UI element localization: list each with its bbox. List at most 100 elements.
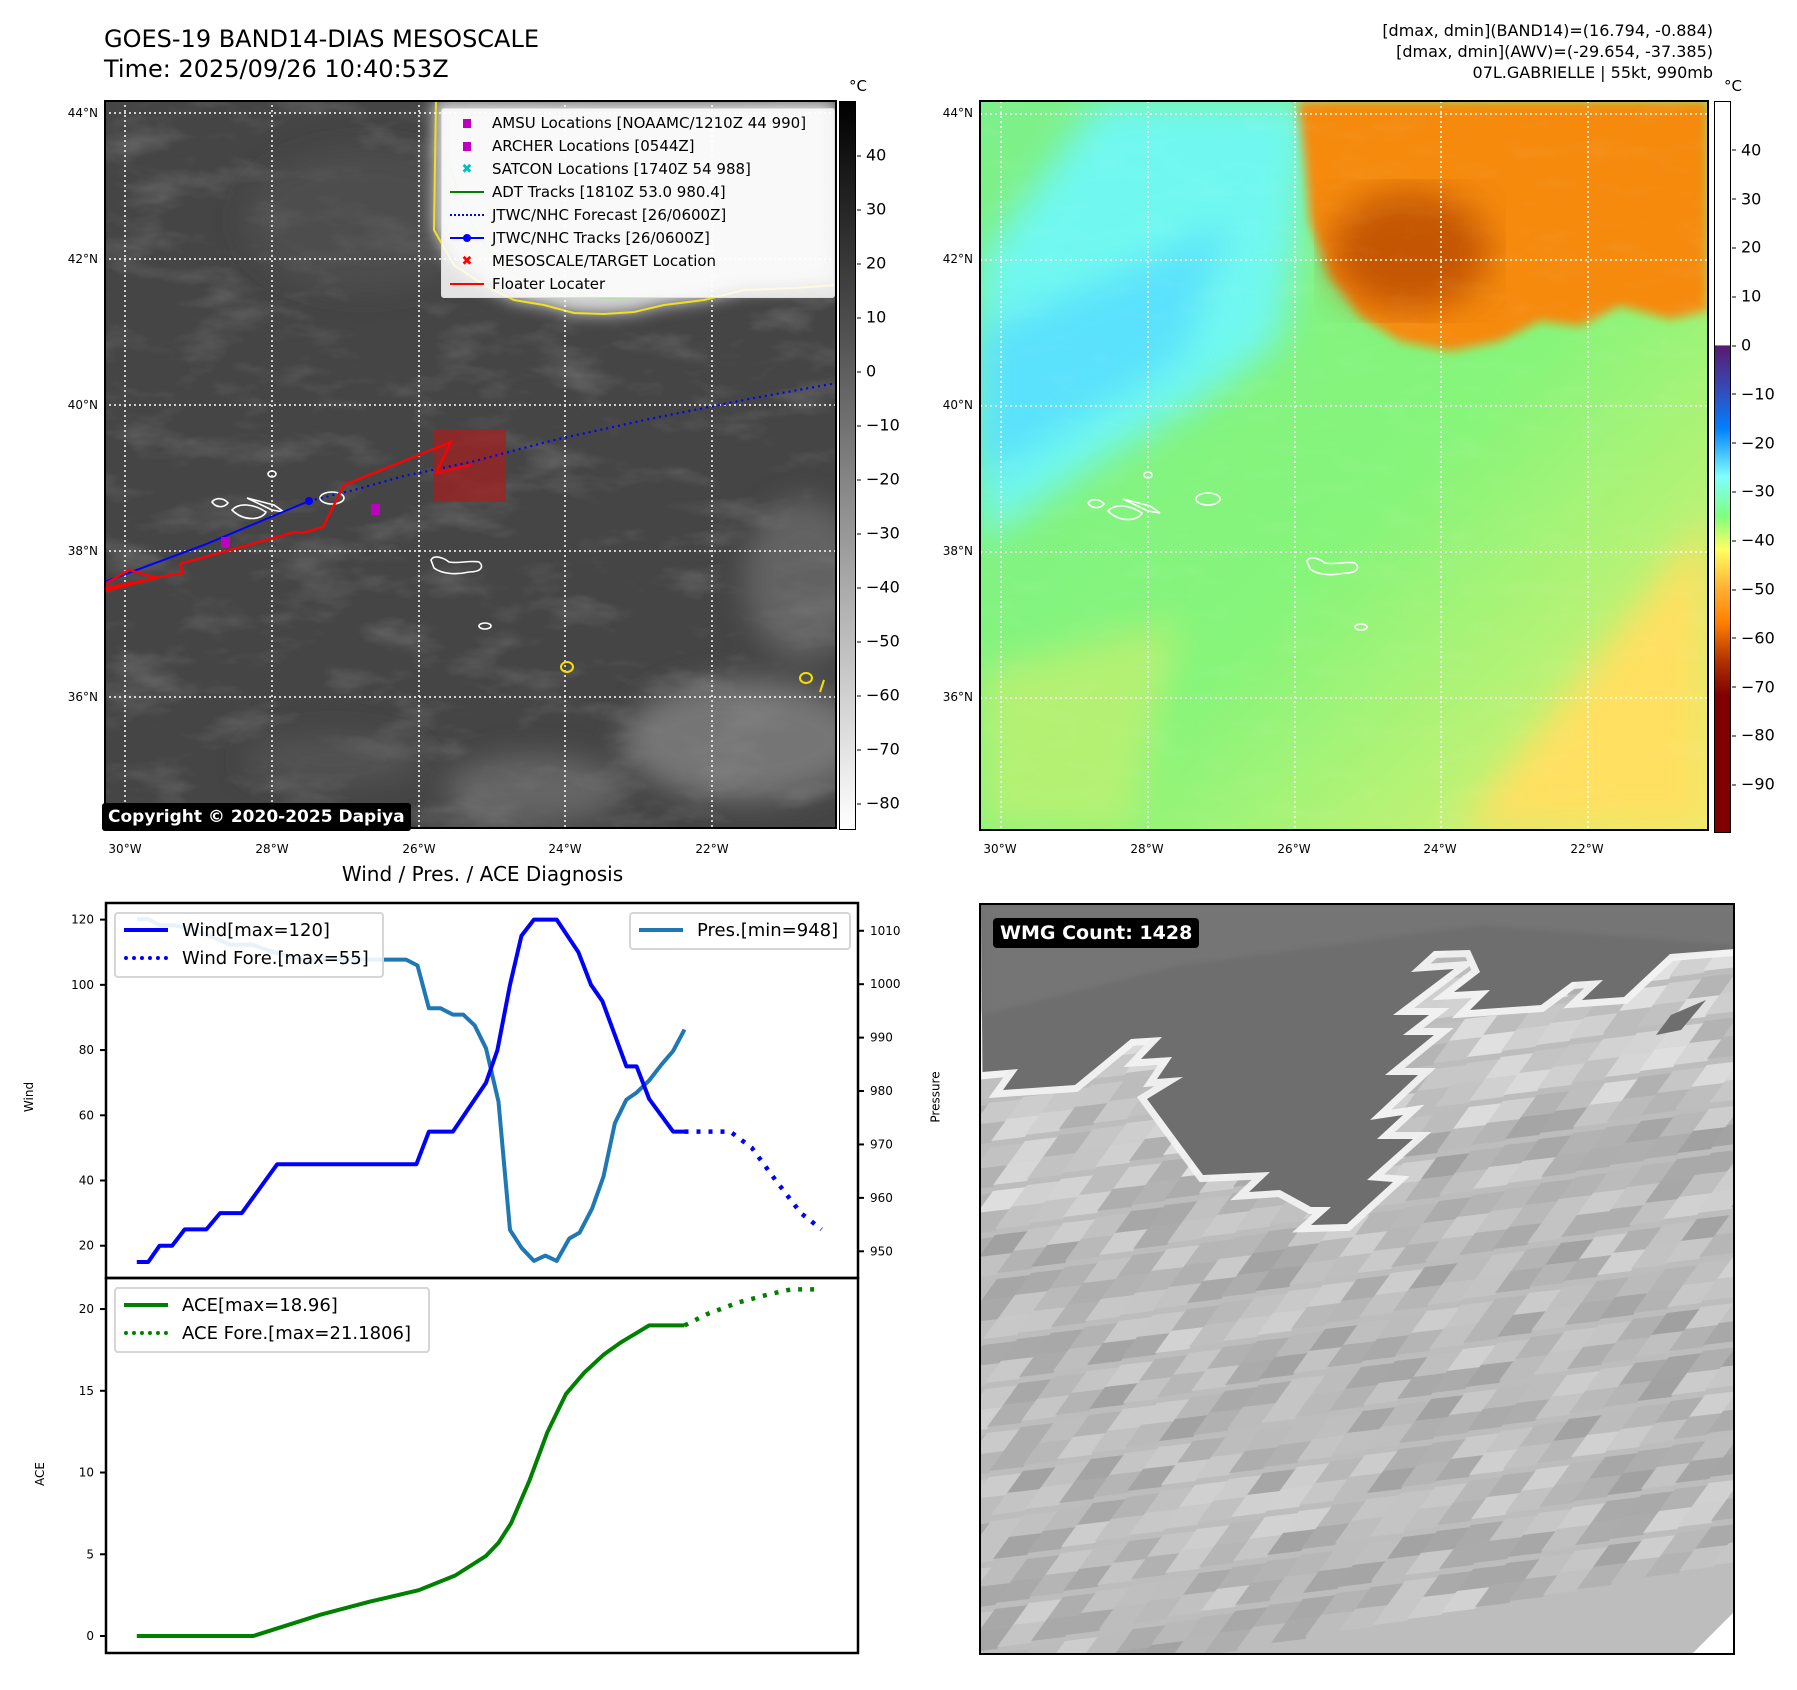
wmg-cell: [1591, 1123, 1641, 1149]
wmg-cell: [1129, 1509, 1179, 1535]
wmg-cell: [1097, 1559, 1147, 1585]
wmg-cell: [1627, 1535, 1677, 1561]
wmg-cell: [1565, 1299, 1615, 1325]
wmg-cell: [1183, 1195, 1233, 1221]
wmg-cell: [1053, 1345, 1103, 1371]
wmg-cell: [1227, 1403, 1277, 1429]
wmg-cell: [1117, 1625, 1167, 1651]
wmg-cell: [1019, 1351, 1069, 1377]
figure-title: GOES-19 BAND14-DIAS MESOSCALE: [104, 25, 540, 53]
wmg-cell: [1385, 1489, 1435, 1515]
wmg-cell: [1695, 1150, 1733, 1175]
wmg-cell: [1159, 1415, 1209, 1441]
wmg-cell: [1635, 1331, 1685, 1357]
wmg-cell: [1121, 1333, 1171, 1359]
wmg-cell: [1021, 1395, 1071, 1421]
wmg-cell: [1111, 1119, 1161, 1145]
wmg-cell: [1077, 1499, 1127, 1525]
wmg-cell: [1379, 1357, 1429, 1383]
wmg-cell: [1619, 1359, 1669, 1385]
wmg-cell: [1031, 1615, 1081, 1641]
wmg-cell: [1351, 1495, 1401, 1521]
wmg-cell: [1297, 1435, 1347, 1461]
wmg-cell: [1397, 1373, 1447, 1399]
wmg-cell: [1101, 1273, 1151, 1299]
wmg-cell: [981, 1539, 1009, 1563]
wmg-cell: [1415, 1395, 1465, 1421]
wmg-cell: [1375, 1269, 1425, 1295]
wmg-cell: [1315, 1457, 1365, 1483]
wmg-cell: [1027, 1153, 1077, 1179]
wmg-cell: [1025, 1109, 1075, 1135]
wmg-cell: [1365, 1423, 1415, 1449]
wmg-cell: [1627, 1161, 1677, 1187]
wmg-cell: [981, 1385, 1019, 1410]
wmg-cell: [1039, 1417, 1089, 1443]
awv-texture: [981, 102, 1707, 829]
legend-label: Floater Locater: [492, 275, 606, 293]
wmg-cell: [1517, 1377, 1567, 1403]
wmg-cell: [1727, 1116, 1733, 1125]
wmg-cell: [1209, 1387, 1259, 1413]
wmg-cell: [1445, 1301, 1495, 1327]
wmg-cell: [1247, 1469, 1297, 1495]
wmg-cell: [1667, 1281, 1717, 1307]
wmg-cell: [1093, 1471, 1143, 1497]
wmg-cell: [1359, 1291, 1409, 1317]
wmg-cell: [1553, 1041, 1603, 1067]
wmg-cell: [1367, 1467, 1417, 1493]
wmg-cell: [1517, 1003, 1567, 1029]
archer-location-marker: [221, 537, 230, 548]
wmg-cell: [981, 1473, 1023, 1499]
legend-label: ACE[max=18.96]: [182, 1294, 338, 1316]
wmg-cell: [1319, 1545, 1369, 1571]
wmg-cell: [1477, 1251, 1527, 1277]
wmg-cell: [1327, 1341, 1377, 1367]
wmg-cell: [1509, 1575, 1559, 1601]
wmg-cell: [1065, 1609, 1115, 1635]
wmg-cell: [1063, 1565, 1113, 1591]
ir-cloud-patches: [244, 150, 835, 825]
wmg-cell: [1204, 1629, 1253, 1653]
wmg-cell: [1075, 1455, 1125, 1481]
wmg-cell: [1661, 1155, 1711, 1181]
wmg-cell: [981, 1077, 1005, 1100]
wmg-cell: [1699, 1232, 1733, 1257]
wmg-cell: [1487, 1471, 1537, 1497]
wmg-cell: [1203, 1255, 1253, 1281]
wmg-cell: [1483, 1383, 1533, 1409]
wmg-cell: [1205, 1299, 1255, 1325]
wmg-cell: [1245, 1425, 1295, 1451]
floater-locater-arrow: [106, 568, 158, 590]
wmg-cell: [1305, 1237, 1355, 1263]
wmg-cell: [1729, 1163, 1733, 1169]
wmg-cell: [1725, 1070, 1733, 1081]
ir-colorbar-tick: −60: [857, 685, 900, 705]
wmg-cell: [1145, 1641, 1185, 1653]
wmg-cell: [1641, 1089, 1691, 1115]
wmg-cell: [1133, 1597, 1183, 1623]
wmg-cell: [1673, 1039, 1723, 1065]
wmg-cell: [1573, 1475, 1623, 1501]
wmg-cell: [1559, 1173, 1609, 1199]
wmg-cell: [1355, 1583, 1405, 1609]
wmg-cell: [1427, 1279, 1477, 1305]
wmg-cell: [1347, 1407, 1397, 1433]
wmg-cell: [1173, 1349, 1223, 1375]
wmg-cell: [1645, 1551, 1695, 1577]
wmg-cell: [1459, 1229, 1509, 1255]
awv-colorbar-tick: −80: [1732, 725, 1775, 745]
wmg-cell: [1191, 1365, 1241, 1391]
wmg-cell: [1541, 1525, 1591, 1551]
wmg-cell: [1237, 1249, 1287, 1275]
wmg-cell: [1061, 1521, 1111, 1547]
wmg-cell: [1553, 1415, 1603, 1441]
square-marker-icon: [442, 118, 492, 128]
legend-label: ADT Tracks [1810Z 53.0 980.4]: [492, 183, 726, 201]
wmg-cell: [1081, 1213, 1131, 1239]
wmg-cell: [1589, 1453, 1639, 1479]
wmg-cell: [1045, 1549, 1095, 1575]
wmg-cell: [1485, 1053, 1535, 1079]
wmg-cell: [1061, 1147, 1111, 1173]
awv-map: [979, 100, 1709, 831]
